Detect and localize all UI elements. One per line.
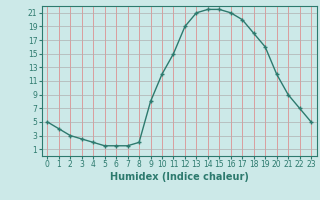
X-axis label: Humidex (Indice chaleur): Humidex (Indice chaleur) [110, 172, 249, 182]
